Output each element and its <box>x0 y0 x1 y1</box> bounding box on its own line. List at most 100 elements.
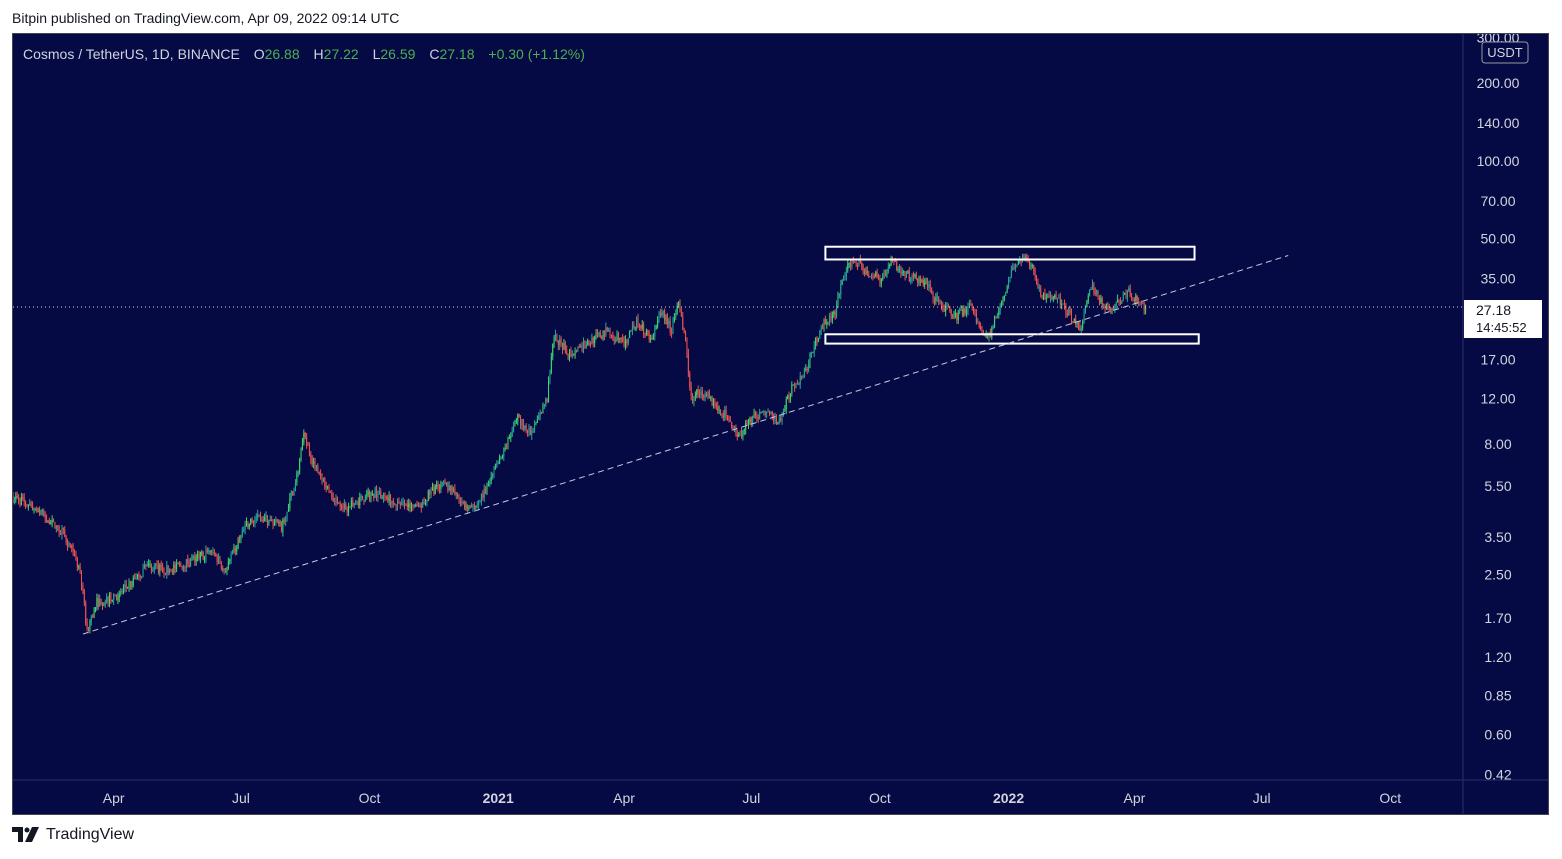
candle-body <box>317 465 319 472</box>
candle-body <box>1052 297 1054 300</box>
candle-body <box>157 564 159 573</box>
candle-body <box>844 275 846 279</box>
candle-body <box>1138 301 1140 303</box>
candle-body <box>1036 277 1038 282</box>
candle-body <box>180 564 182 567</box>
candle-body <box>1082 321 1084 328</box>
candle-body <box>127 587 129 589</box>
candle-body <box>610 334 612 336</box>
candle-body <box>22 496 24 498</box>
candle-body <box>768 410 770 414</box>
candle-body <box>647 330 649 335</box>
candle-body <box>898 266 900 270</box>
candle-body <box>549 372 551 382</box>
candle-body <box>1069 308 1071 313</box>
candle-body <box>261 519 263 522</box>
candle-body <box>188 563 190 567</box>
candle-body <box>553 336 555 344</box>
candle-body <box>792 384 794 386</box>
candle-body <box>829 315 831 323</box>
candle-body <box>68 543 70 548</box>
range-box <box>824 333 1200 345</box>
candle-body <box>434 486 436 495</box>
candle-body <box>97 598 99 607</box>
candle-body <box>781 415 783 421</box>
price-tick-label: 35.00 <box>1480 271 1515 287</box>
candle-body <box>240 534 242 540</box>
candle-body <box>94 607 96 609</box>
candle-body <box>683 330 685 333</box>
candle-body <box>905 273 907 277</box>
footer-brand[interactable]: TradingView <box>12 826 134 844</box>
candle-body <box>192 556 194 558</box>
candle-body <box>911 274 913 279</box>
candle-body <box>370 494 372 500</box>
candle-body <box>364 495 366 502</box>
candle-body <box>371 493 373 495</box>
candle-body <box>1128 288 1130 291</box>
candle-body <box>1076 322 1078 324</box>
candle-body <box>111 599 113 601</box>
candle-body <box>377 492 379 498</box>
candle-body <box>490 476 492 482</box>
candle-body <box>685 332 687 341</box>
candle-body <box>587 341 589 346</box>
candle-body <box>206 549 208 552</box>
candle-body <box>746 422 748 426</box>
chart-frame[interactable]: 300.00 200.00 140.00 100.00 70.00 50.00 35.00 1… <box>12 33 1549 815</box>
candle-body <box>929 284 931 288</box>
candle-body <box>922 280 924 285</box>
candle-body <box>169 568 171 574</box>
candle-body <box>996 314 998 319</box>
candle-body <box>247 522 249 527</box>
candle-body <box>865 269 867 273</box>
candle-body <box>174 564 176 569</box>
candle-body <box>360 495 362 497</box>
candle-body <box>596 333 598 336</box>
candle-body <box>378 491 380 493</box>
candle-body <box>960 309 962 311</box>
candle-body <box>43 510 45 516</box>
candle-body <box>987 335 989 339</box>
candle-body <box>550 356 552 373</box>
candle-body <box>334 501 336 503</box>
candle-body <box>901 271 903 275</box>
candle-body <box>55 526 57 529</box>
candle-body <box>225 568 227 573</box>
candle-body <box>799 375 801 384</box>
candle-body <box>167 565 169 574</box>
candle-body <box>594 336 596 343</box>
candle-body <box>727 415 729 418</box>
candle-body <box>493 469 495 474</box>
candle-body <box>153 566 155 570</box>
candle-body <box>40 512 42 514</box>
candle-body <box>315 465 317 470</box>
candle-body <box>264 517 266 522</box>
price-tick-label: 140.00 <box>1477 115 1520 131</box>
candle-body <box>959 310 961 313</box>
candle-body <box>320 473 322 476</box>
tradingview-logo-icon <box>12 827 39 842</box>
candle-body <box>974 312 976 314</box>
candle-body <box>680 312 682 317</box>
candle-body <box>1013 267 1015 269</box>
candle-body <box>184 565 186 568</box>
candle-body <box>290 491 292 498</box>
candle-body <box>1003 295 1005 300</box>
price-chart[interactable]: 300.00 200.00 140.00 100.00 70.00 50.00 35.00 1… <box>13 34 1548 814</box>
candle-body <box>1041 295 1043 297</box>
candle-body <box>546 398 548 402</box>
candle-body <box>570 350 572 357</box>
candle-body <box>44 515 46 519</box>
candle-body <box>401 503 403 506</box>
candle-body <box>599 332 601 337</box>
candle-body <box>135 575 137 578</box>
candle-body <box>613 339 615 342</box>
footer-brand-text: TradingView <box>46 826 135 843</box>
candle-body <box>250 518 252 524</box>
candle-body <box>1072 321 1074 323</box>
candle-body <box>833 311 835 314</box>
candle-body <box>699 393 701 395</box>
candle-body <box>971 304 973 308</box>
candle-body <box>630 331 632 333</box>
